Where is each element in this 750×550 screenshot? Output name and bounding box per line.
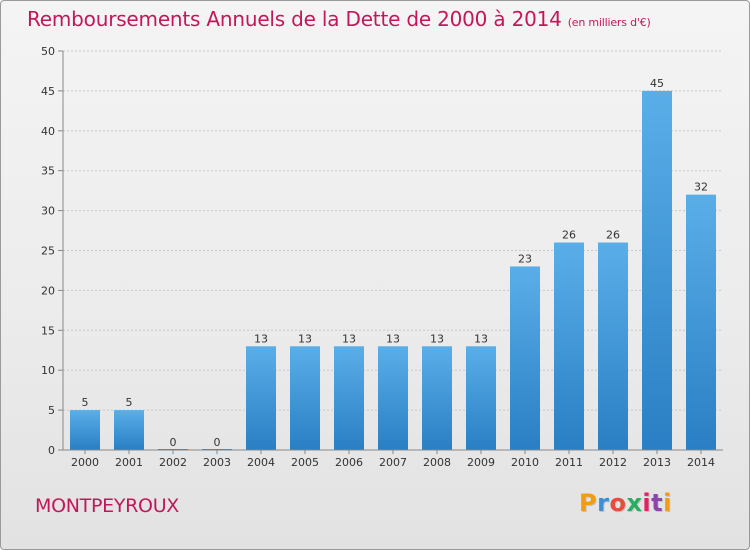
x-tick-label: 2011: [555, 456, 583, 469]
data-label: 45: [650, 77, 664, 90]
x-tick-label: 2012: [599, 456, 627, 469]
commune-name: MONTPEYROUX: [35, 495, 180, 517]
data-labels: 5 5 0 0 13 13 13 13 13 13 23 26 26 45 32: [82, 77, 709, 449]
x-tick-label: 2005: [291, 456, 319, 469]
x-tick-label: 2006: [335, 456, 363, 469]
bar-2010: [510, 266, 540, 450]
x-tick-label: 2007: [379, 456, 407, 469]
bar-2011: [554, 242, 584, 450]
data-label: 23: [518, 252, 532, 265]
y-tick-label: 40: [41, 125, 55, 138]
data-label: 26: [562, 229, 576, 242]
brand-letter: P: [579, 489, 598, 517]
x-tick-label: 2014: [687, 456, 715, 469]
x-tick-label: 2003: [203, 456, 231, 469]
bar-2004: [246, 346, 276, 450]
x-tick-label: 2000: [71, 456, 99, 469]
x-tick-label: 2001: [115, 456, 143, 469]
y-tick-label: 50: [41, 45, 55, 58]
y-tick-label: 5: [48, 404, 55, 417]
y-tick-label: 45: [41, 85, 55, 98]
bar-2007: [378, 346, 408, 450]
brand-letter: i: [663, 489, 672, 517]
data-label: 13: [474, 332, 488, 345]
x-tick-label: 2013: [643, 456, 671, 469]
bar-2005: [290, 346, 320, 450]
data-label: 0: [170, 436, 177, 449]
bar-2013: [642, 90, 672, 451]
y-tick-label: 20: [41, 284, 55, 297]
x-tick-label: 2009: [467, 456, 495, 469]
chart-subtitle: (en milliers d'€): [567, 16, 651, 29]
brand-letter: x: [626, 489, 643, 517]
data-label: 13: [254, 332, 268, 345]
x-tick-label: 2008: [423, 456, 451, 469]
data-label: 13: [342, 332, 356, 345]
brand-letter: t: [651, 489, 664, 517]
chart-title-text: Remboursements Annuels de la Dette de 20…: [27, 7, 562, 31]
data-label: 32: [694, 181, 708, 194]
data-label: 0: [214, 436, 221, 449]
chart-title: Remboursements Annuels de la Dette de 20…: [27, 7, 651, 31]
brand-letter: i: [642, 489, 652, 517]
gridlines: [63, 50, 723, 411]
bar-2006: [334, 346, 364, 450]
brand-letter: o: [609, 489, 627, 517]
bar-2001: [114, 410, 144, 450]
bar-2014: [686, 194, 716, 450]
x-tick-label: 2010: [511, 456, 539, 469]
bar-2000: [70, 410, 100, 450]
bar-2009: [466, 346, 496, 450]
y-tick-label: 0: [48, 444, 55, 457]
bar-2012: [598, 242, 628, 450]
brand-letter: r: [597, 489, 610, 517]
y-tick-label: 15: [41, 324, 55, 337]
bar-2008: [422, 346, 452, 450]
bars: [70, 90, 716, 451]
data-label: 26: [606, 229, 620, 242]
y-tick-label: 30: [41, 205, 55, 218]
data-label: 13: [298, 332, 312, 345]
data-label: 5: [126, 396, 133, 409]
y-tick-label: 25: [41, 245, 55, 258]
data-label: 5: [82, 396, 89, 409]
data-label: 13: [430, 332, 444, 345]
proxiti-logo[interactable]: Proxiti: [579, 489, 672, 517]
data-label: 13: [386, 332, 400, 345]
y-tick-label: 10: [41, 364, 55, 377]
x-tick-label: 2002: [159, 456, 187, 469]
x-tick-label: 2004: [247, 456, 275, 469]
y-tick-label: 35: [41, 165, 55, 178]
